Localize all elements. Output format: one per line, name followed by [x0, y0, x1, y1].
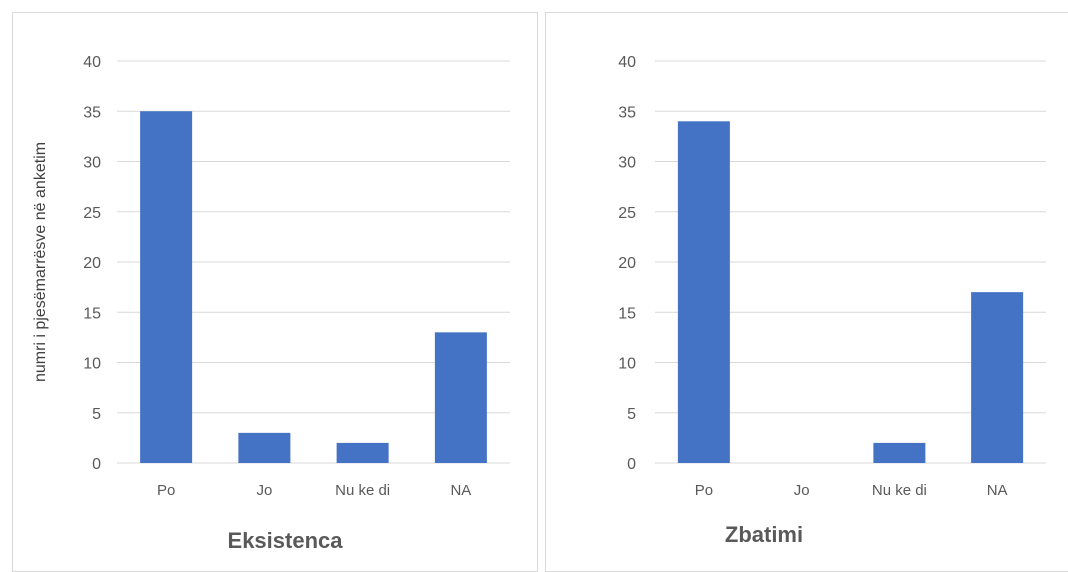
y-tick-label: 10: [83, 356, 101, 373]
y-tick-label: 35: [618, 104, 636, 121]
bar-nu-ke-di: [336, 442, 389, 463]
y-tick-label: 25: [83, 205, 101, 222]
x-tick-label: NA: [987, 482, 1008, 499]
chart-title: Eksistenca: [228, 528, 344, 553]
y-tick-label: 30: [83, 155, 101, 172]
x-tick-label: NA: [450, 482, 471, 499]
y-tick-label: 40: [618, 54, 636, 71]
y-tick-label: 10: [618, 356, 636, 373]
x-tick-label: Po: [157, 482, 175, 499]
y-tick-label: 5: [92, 406, 101, 423]
y-tick-label: 20: [618, 255, 636, 272]
bar-jo: [238, 432, 291, 463]
bar-nu-ke-di: [873, 442, 926, 463]
y-tick-label: 5: [627, 406, 636, 423]
y-axis-label: numri i pjesëmarrësve në anketim: [32, 142, 49, 382]
y-tick-label: 35: [83, 104, 101, 121]
y-tick-label: 25: [618, 205, 636, 222]
x-tick-label: Jo: [794, 482, 810, 499]
chart-eksistenca: 0 5 10 15 20 25 30 35 40 Po Jo Nu ke di NA Eksistenca…: [32, 54, 510, 553]
x-tick-label: Nu ke di: [872, 482, 927, 499]
chart-title: Zbatimi: [725, 522, 803, 547]
y-tick-label: 30: [618, 155, 636, 172]
bar-po: [677, 121, 730, 464]
y-tick-label: 15: [618, 305, 636, 322]
chart-panel-zbatimi: [545, 12, 1068, 572]
y-tick-label: 0: [92, 456, 101, 473]
x-tick-label: Po: [695, 482, 713, 499]
bar-na: [434, 332, 487, 463]
bar-po: [140, 111, 193, 463]
y-tick-label: 20: [83, 255, 101, 272]
chart-panel-eksistenca: [12, 12, 538, 572]
y-tick-label: 40: [83, 54, 101, 71]
bar-na: [971, 292, 1024, 463]
y-tick-label: 15: [83, 305, 101, 322]
x-tick-label: Nu ke di: [335, 482, 390, 499]
chart-zbatimi: 0 5 10 15 20 25 30 35 40 Po Jo Nu ke di NA Zbatimi: [618, 54, 1046, 547]
x-tick-label: Jo: [256, 482, 272, 499]
y-tick-label: 0: [627, 456, 636, 473]
